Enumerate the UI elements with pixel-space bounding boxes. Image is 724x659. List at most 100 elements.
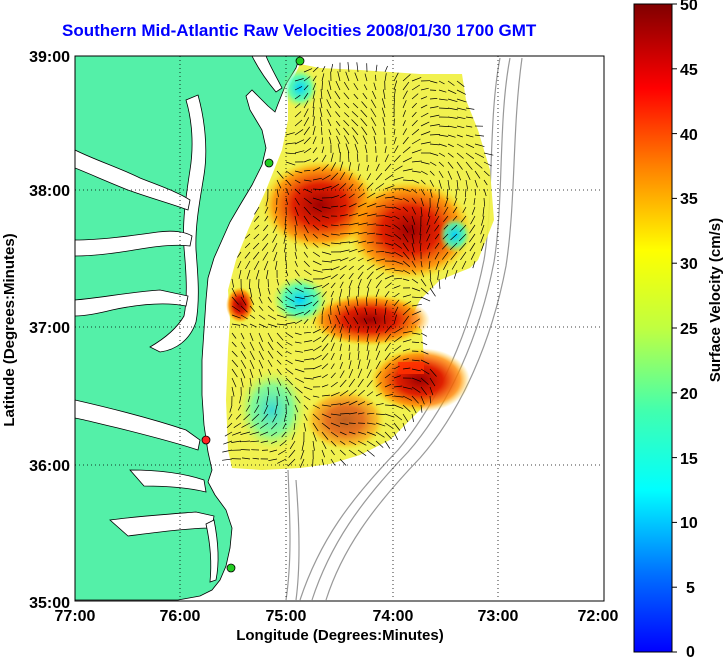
velocity-vector <box>383 127 386 136</box>
velocity-vector <box>263 260 269 271</box>
velocity-vector <box>434 206 440 217</box>
velocity-vector <box>276 314 287 319</box>
velocity-vector <box>240 341 246 350</box>
velocity-vector <box>411 318 420 325</box>
velocity-vector <box>420 104 428 109</box>
velocity-vector <box>411 120 418 127</box>
velocity-vector <box>469 242 476 252</box>
velocity-vector <box>267 287 271 295</box>
velocity-vector <box>357 326 360 334</box>
velocity-vector <box>321 154 327 163</box>
velocity-vector <box>285 161 296 166</box>
velocity-vector <box>420 332 428 337</box>
velocity-vector <box>447 80 455 86</box>
velocity-vector <box>411 77 422 82</box>
velocity-vector <box>303 287 315 290</box>
velocity-vector <box>294 86 303 91</box>
velocity-vector <box>294 224 297 235</box>
velocity-vector <box>249 431 260 436</box>
velocity-vector <box>339 413 350 415</box>
velocity-vector <box>447 134 456 138</box>
velocity-vector <box>384 196 395 199</box>
velocity-vector <box>427 242 431 250</box>
velocity-vector <box>348 162 352 172</box>
velocity-vector <box>328 129 332 136</box>
velocity-vector <box>303 179 312 182</box>
velocity-vector <box>258 359 264 369</box>
velocity-vector <box>393 260 404 265</box>
velocity-vector <box>348 203 357 208</box>
velocity-vector <box>231 368 238 378</box>
velocity-vector <box>402 395 413 401</box>
velocity-vector <box>375 403 384 406</box>
velocity-vector <box>249 323 257 328</box>
velocity-vector <box>335 80 341 91</box>
velocity-vector <box>384 383 392 388</box>
velocity-vector <box>240 314 248 320</box>
velocity-vector <box>441 242 449 250</box>
velocity-vector <box>447 170 453 180</box>
velocity-vector <box>470 215 476 225</box>
velocity-vector <box>330 224 339 227</box>
velocity-vector <box>384 342 391 352</box>
velocity-vector <box>330 290 335 298</box>
map-plot <box>75 56 604 601</box>
velocity-vector <box>429 170 435 176</box>
velocity-vector <box>345 143 350 154</box>
velocity-vector <box>330 183 340 190</box>
velocity-vector <box>411 197 417 204</box>
velocity-vector <box>366 232 376 235</box>
velocity-vector <box>384 174 394 181</box>
velocity-vector <box>258 368 263 377</box>
velocity-vector <box>420 260 423 268</box>
velocity-vector <box>330 152 334 163</box>
velocity-vector <box>411 206 417 215</box>
velocity-vector <box>357 257 364 262</box>
velocity-vector <box>303 260 310 267</box>
velocity-vector <box>474 170 481 179</box>
velocity-vector <box>339 281 344 289</box>
x-axis: 77:00 76:00 75:00 74:00 73:00 72:00 Long… <box>55 608 619 644</box>
velocity-vector <box>366 333 369 343</box>
velocity-vector <box>283 224 287 235</box>
velocity-vector <box>327 119 332 127</box>
velocity-vector <box>345 71 350 82</box>
velocity-vector <box>429 269 432 280</box>
velocity-vector <box>320 89 323 100</box>
velocity-vector <box>375 265 386 271</box>
velocity-vector <box>393 233 402 240</box>
velocity-vector <box>411 160 422 163</box>
velocity-vector <box>273 215 278 224</box>
velocity-vector <box>402 358 409 361</box>
y-tick: 36:00 <box>29 458 70 475</box>
velocity-vector <box>249 359 255 370</box>
velocity-vector <box>226 422 233 429</box>
velocity-vector <box>375 360 381 370</box>
velocity-vector <box>465 116 474 119</box>
velocity-vector <box>303 340 313 343</box>
velocity-vector <box>321 440 327 450</box>
velocity-vector <box>438 278 441 289</box>
velocity-vector <box>321 206 331 209</box>
velocity-vector <box>335 120 341 127</box>
velocity-vector <box>469 224 476 234</box>
delmarva-station-marker <box>264 158 274 168</box>
velocity-vector <box>459 224 467 232</box>
velocity-vector <box>294 395 301 404</box>
velocity-vector <box>375 233 383 235</box>
velocity-vector <box>251 413 260 421</box>
velocity-vector <box>459 242 467 251</box>
velocity-vector <box>366 359 371 370</box>
velocity-vector <box>231 332 237 339</box>
bathymetry-contours <box>285 57 523 601</box>
velocity-vector <box>411 128 420 136</box>
velocity-vector <box>294 359 304 363</box>
velocity-vector <box>312 316 316 325</box>
velocity-vector <box>253 260 260 270</box>
velocity-vector <box>258 278 260 289</box>
velocity-vector <box>474 179 478 188</box>
velocity-vector <box>384 299 388 307</box>
velocity-vector <box>429 395 432 404</box>
velocity-vector <box>244 242 251 249</box>
velocity-vector <box>348 344 350 352</box>
